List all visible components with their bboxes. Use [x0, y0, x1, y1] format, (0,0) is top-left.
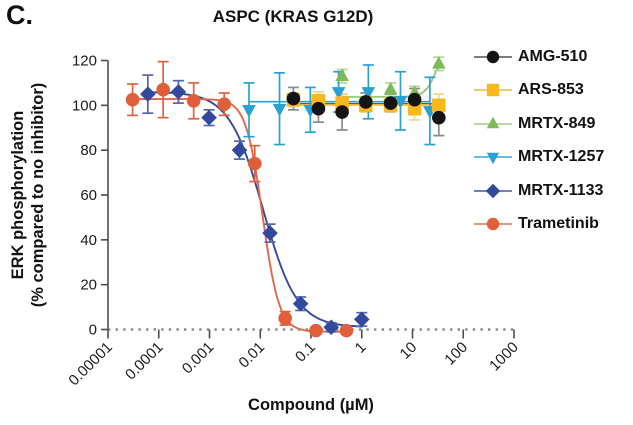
data-point-marker	[432, 110, 446, 125]
y-tick-label: 40	[80, 232, 97, 249]
data-point-marker	[262, 225, 278, 241]
data-point-marker	[486, 153, 500, 165]
data-point-marker	[486, 50, 500, 63]
legend-marker-triangle-down-icon	[474, 153, 512, 165]
data-point-marker	[485, 183, 501, 198]
y-tick-label: 20	[80, 277, 97, 294]
x-tick-label: 1	[352, 339, 370, 357]
data-point-marker	[339, 323, 354, 338]
data-point-marker	[383, 96, 398, 110]
series-trametinib	[125, 82, 354, 338]
data-point-marker	[335, 68, 349, 81]
data-point-marker	[486, 116, 500, 128]
legend-label: ARS-853	[518, 81, 584, 99]
plot-area: 0 20 40 60 80 100 120 0.00001 0.0001 0.001 0.01 0.1…	[65, 53, 521, 390]
x-tick-label: 0.01	[235, 339, 268, 372]
data-point-marker	[309, 323, 323, 338]
data-point-marker	[286, 91, 301, 106]
x-axis-label: Compound (µM)	[248, 396, 374, 414]
data-point-marker	[140, 86, 156, 102]
data-point-marker	[292, 295, 309, 312]
data-point-marker	[486, 218, 500, 231]
data-point-marker	[186, 94, 201, 108]
legend-item-mrtx-1133: MRTX-1133	[474, 174, 604, 208]
x-tick-label: 10	[397, 339, 421, 363]
data-point-marker	[353, 311, 370, 328]
data-point-marker	[335, 105, 349, 119]
panel-label: C.	[6, 0, 33, 30]
legend-item-trametinib: Trametinib	[474, 208, 604, 242]
y-tick-label: 60	[80, 187, 97, 204]
data-point-marker	[125, 92, 140, 107]
x-tick-label: 0.00001	[65, 339, 115, 389]
y-tick-label: 0	[89, 322, 97, 339]
legend-marker-square-icon	[474, 84, 512, 97]
chart-title: ASPC (KRAS G12D)	[212, 7, 374, 26]
fit-curve-trametinib	[131, 98, 348, 333]
data-point-marker	[242, 105, 256, 118]
series-amg-510	[286, 91, 446, 125]
legend-marker-triangle-up-icon	[474, 116, 512, 128]
data-point-marker	[432, 56, 446, 69]
data-point-marker	[358, 95, 373, 109]
legend-label: Trametinib	[518, 215, 599, 233]
legend-item-amg-510: AMG-510	[474, 40, 604, 74]
fit-curve-mrtx-1133	[146, 91, 363, 328]
data-point-marker	[486, 84, 500, 97]
legend-label: MRTX-1257	[518, 148, 605, 166]
data-point-marker	[407, 92, 422, 107]
data-point-marker	[231, 142, 248, 158]
legend-item-mrtx-1257: MRTX-1257	[474, 141, 604, 175]
y-tick-label: 120	[72, 53, 97, 70]
data-point-marker	[170, 84, 187, 100]
y-tick-label: 80	[80, 142, 97, 159]
legend-label: AMG-510	[518, 47, 588, 65]
data-point-marker	[272, 103, 287, 117]
y-tick-label: 100	[72, 97, 97, 114]
data-point-marker	[331, 87, 346, 100]
x-tick-label: 1000	[486, 339, 522, 375]
x-tick-label: 0.001	[179, 339, 218, 378]
legend-label: MRTX-1133	[518, 181, 604, 199]
legend-marker-circle-icon	[474, 50, 512, 63]
data-point-marker	[217, 97, 232, 112]
data-point-marker	[311, 101, 326, 116]
data-point-marker	[432, 98, 446, 113]
legend-marker-circle-icon	[474, 218, 512, 231]
legend-item-mrtx-849: MRTX-849	[474, 107, 604, 141]
x-tick-label: 0.1	[292, 339, 319, 366]
legend-item-ars-853: ARS-853	[474, 74, 604, 108]
data-point-marker	[247, 156, 262, 171]
data-point-marker	[361, 87, 376, 100]
data-point-marker	[156, 82, 170, 97]
legend-marker-diamond-icon	[474, 183, 512, 198]
y-axis-label-line1: ERK phosphorylation	[9, 111, 27, 280]
data-point-marker	[201, 109, 217, 126]
data-point-marker	[323, 319, 339, 336]
legend-label: MRTX-849	[518, 114, 596, 132]
data-point-marker	[383, 81, 398, 95]
data-point-marker	[278, 311, 292, 326]
x-tick-label: 100	[441, 339, 471, 369]
y-axis-label-line2: (% compared to no inhibitor)	[29, 83, 47, 308]
series-mrtx-1133	[140, 84, 370, 336]
legend: AMG-510 ARS-853 MRTX-849 MRTX-1257 MRTX-1133…	[474, 40, 604, 241]
x-tick-label: 0.0001	[122, 339, 166, 383]
